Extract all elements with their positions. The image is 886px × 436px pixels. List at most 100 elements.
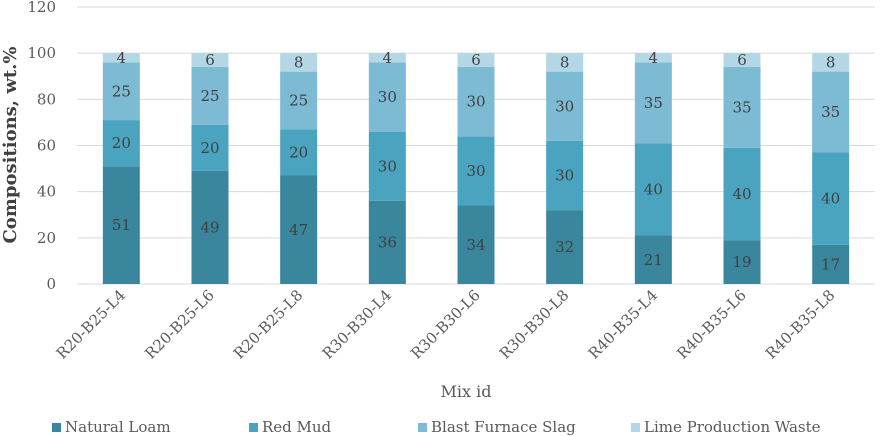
x-tick-label: R40-B35-L8 bbox=[762, 286, 838, 362]
legend-swatch bbox=[418, 423, 427, 432]
bar-segment bbox=[723, 53, 761, 68]
legend-entry: Natural Loam bbox=[65, 418, 171, 436]
bar-value-label: 40 bbox=[821, 190, 840, 208]
bar-value-label: 30 bbox=[555, 167, 574, 185]
bar-value-label: 20 bbox=[289, 143, 308, 161]
x-tick-label: R20-B25-L4 bbox=[53, 286, 129, 362]
bar-segment bbox=[634, 53, 672, 63]
bar-value-label: 8 bbox=[294, 53, 304, 71]
y-tick-label: 0 bbox=[46, 275, 56, 293]
bar-value-label: 49 bbox=[200, 218, 219, 236]
x-tick-label: R40-B35-L6 bbox=[673, 286, 749, 362]
y-tick-label: 60 bbox=[37, 137, 56, 155]
bar-segment bbox=[280, 53, 318, 72]
x-tick-label: R20-B25-L6 bbox=[141, 286, 217, 362]
bar-segment bbox=[546, 71, 584, 141]
bar-value-label: 30 bbox=[378, 157, 397, 175]
legend-entry: Lime Production Waste bbox=[644, 418, 821, 436]
x-axis-label: Mix id bbox=[441, 382, 492, 401]
bar-segment bbox=[634, 143, 672, 236]
bar-value-label: 30 bbox=[466, 162, 485, 180]
bar-value-label: 35 bbox=[732, 98, 751, 116]
bar-value-label: 30 bbox=[378, 88, 397, 106]
bar-segment bbox=[457, 53, 495, 68]
bars: 51 20 25 4 49 20 25 6 47 20 25 8 36 30 30 4 34 30 30 6 32 30 3… bbox=[102, 49, 850, 284]
bar-segment bbox=[102, 166, 140, 284]
y-axis-label: Compositions, wt.% bbox=[0, 46, 21, 243]
bar-segment bbox=[723, 67, 761, 148]
legend-swatch bbox=[631, 423, 640, 432]
bar-value-label: 30 bbox=[555, 97, 574, 115]
bar-segment bbox=[368, 53, 406, 63]
bar-value-label: 20 bbox=[112, 134, 131, 152]
x-tick-label: R30-B30-L4 bbox=[319, 286, 395, 362]
bar-value-label: 25 bbox=[289, 91, 308, 109]
x-tick-label: R30-B30-L8 bbox=[496, 286, 572, 362]
x-tick-label: R30-B30-L6 bbox=[407, 286, 483, 362]
bar-value-label: 34 bbox=[466, 236, 485, 254]
bar-segment bbox=[723, 240, 761, 284]
x-axis-ticks: R20-B25-L4 R20-B25-L6 R20-B25-L8 R30-B30-L4… bbox=[53, 286, 839, 362]
bar-segment bbox=[191, 170, 229, 284]
bar-value-label: 25 bbox=[200, 87, 219, 105]
bar-value-label: 25 bbox=[112, 82, 131, 100]
bar-segment bbox=[280, 129, 318, 176]
bar-value-label: 4 bbox=[649, 49, 659, 67]
legend-entry: Blast Furnace Slag bbox=[431, 418, 576, 436]
y-tick-label: 80 bbox=[37, 90, 56, 108]
bar-segment bbox=[546, 53, 584, 72]
bar-value-label: 6 bbox=[471, 51, 481, 69]
y-axis-ticks: 0 20 40 60 80 100 120 bbox=[27, 0, 56, 293]
bar-segment bbox=[280, 175, 318, 284]
x-tick-label: R40-B35-L4 bbox=[585, 286, 661, 362]
bar-value-label: 51 bbox=[112, 216, 131, 234]
y-tick-label: 20 bbox=[37, 229, 56, 247]
bar-value-label: 17 bbox=[821, 255, 840, 273]
bar-segment bbox=[368, 62, 406, 132]
legend: Natural Loam Red Mud Blast Furnace Slag Lim… bbox=[52, 418, 821, 436]
bar-value-label: 20 bbox=[200, 139, 219, 157]
y-tick-label: 40 bbox=[37, 183, 56, 201]
bar-segment bbox=[546, 140, 584, 211]
bar-segment bbox=[634, 235, 672, 284]
legend-swatch bbox=[249, 423, 258, 432]
legend-swatch bbox=[52, 423, 61, 432]
bar-value-label: 35 bbox=[644, 94, 663, 112]
bar-value-label: 40 bbox=[644, 180, 663, 198]
bar-value-label: 30 bbox=[466, 93, 485, 111]
bar-value-label: 32 bbox=[555, 238, 574, 256]
bar-value-label: 47 bbox=[289, 221, 308, 239]
bar-value-label: 6 bbox=[205, 51, 215, 69]
bar-segment bbox=[812, 244, 850, 284]
bar-value-label: 40 bbox=[732, 185, 751, 203]
y-tick-label: 100 bbox=[27, 44, 56, 62]
bar-value-label: 21 bbox=[644, 251, 663, 269]
bar-segment bbox=[102, 53, 140, 63]
x-tick-label: R20-B25-L8 bbox=[230, 286, 306, 362]
bar-segment bbox=[368, 200, 406, 284]
bar-value-label: 35 bbox=[821, 103, 840, 121]
bar-segment bbox=[191, 124, 229, 171]
legend-entry: Red Mud bbox=[262, 418, 332, 436]
bar-segment bbox=[634, 62, 672, 144]
bar-value-label: 36 bbox=[378, 233, 397, 251]
bar-value-label: 8 bbox=[560, 53, 570, 71]
y-tick-label: 120 bbox=[27, 0, 56, 16]
bar-value-label: 19 bbox=[732, 253, 751, 271]
bar-segment bbox=[457, 205, 495, 284]
bar-segment bbox=[812, 152, 850, 245]
bar-segment bbox=[280, 71, 318, 130]
bar-segment bbox=[812, 53, 850, 72]
bar-segment bbox=[457, 67, 495, 137]
bar-segment bbox=[102, 62, 140, 121]
bar-segment bbox=[191, 67, 229, 125]
bar-value-label: 6 bbox=[737, 51, 747, 69]
bar-segment bbox=[191, 53, 229, 68]
bar-segment bbox=[546, 210, 584, 284]
bar-segment bbox=[812, 71, 850, 153]
bar-segment bbox=[368, 131, 406, 201]
bar-segment bbox=[457, 136, 495, 206]
bar-segment bbox=[723, 147, 761, 241]
bar-value-label: 4 bbox=[117, 49, 127, 67]
